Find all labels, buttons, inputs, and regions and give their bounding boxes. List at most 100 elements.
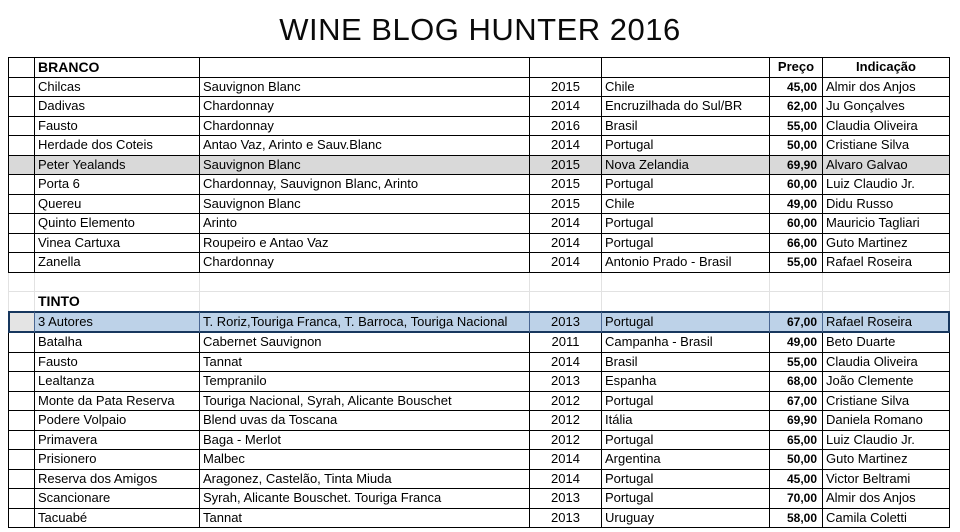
cell-origin[interactable]: Portugal — [602, 391, 770, 411]
cell-origin[interactable]: Brasil — [602, 116, 770, 136]
cell-grapes[interactable]: Cabernet Sauvignon — [200, 333, 530, 353]
cell-price[interactable]: 49,00 — [770, 333, 823, 353]
cell-origin[interactable]: Espanha — [602, 372, 770, 392]
cell-origin[interactable]: Chile — [602, 194, 770, 214]
cell-year[interactable]: 2014 — [530, 450, 602, 470]
cell-year[interactable]: 2012 — [530, 411, 602, 431]
cell-indication[interactable]: Didu Russo — [823, 194, 950, 214]
row-selector[interactable] — [8, 508, 35, 528]
row-selector[interactable] — [8, 155, 35, 175]
cell-origin[interactable]: Brasil — [602, 352, 770, 372]
cell-price[interactable]: 55,00 — [770, 352, 823, 372]
cell-grapes[interactable]: Touriga Nacional, Syrah, Alicante Bousch… — [200, 391, 530, 411]
cell-price[interactable]: 68,00 — [770, 372, 823, 392]
cell-grapes[interactable]: Antao Vaz, Arinto e Sauv.Blanc — [200, 136, 530, 156]
row-selector[interactable] — [8, 57, 35, 78]
cell-indication[interactable]: Victor Beltrami — [823, 469, 950, 489]
cell-indication[interactable]: João Clemente — [823, 372, 950, 392]
cell-indication[interactable]: Cristiane Silva — [823, 136, 950, 156]
cell-wine-name[interactable]: Primavera — [35, 430, 200, 450]
row-selector[interactable] — [8, 333, 35, 353]
row-selector[interactable] — [8, 469, 35, 489]
cell-year[interactable]: 2012 — [530, 391, 602, 411]
cell-year[interactable]: 2014 — [530, 136, 602, 156]
cell-price[interactable]: 70,00 — [770, 489, 823, 509]
cell-grapes[interactable]: T. Roriz,Touriga Franca, T. Barroca, Tou… — [200, 310, 530, 333]
cell-grapes[interactable]: Tempranilo — [200, 372, 530, 392]
cell-grapes[interactable]: Tannat — [200, 508, 530, 528]
cell-price[interactable]: 55,00 — [770, 253, 823, 273]
row-selector[interactable] — [8, 372, 35, 392]
cell-year[interactable]: 2014 — [530, 469, 602, 489]
cell-year[interactable]: 2014 — [530, 253, 602, 273]
empty-cell[interactable] — [602, 272, 770, 292]
cell-indication[interactable]: Daniela Romano — [823, 411, 950, 431]
cell-indication[interactable]: Almir dos Anjos — [823, 77, 950, 97]
cell-year[interactable]: 2016 — [530, 116, 602, 136]
cell-price[interactable]: 67,00 — [770, 391, 823, 411]
cell-grapes[interactable]: Roupeiro e Antao Vaz — [200, 233, 530, 253]
cell-year[interactable]: 2013 — [530, 310, 602, 333]
cell-wine-name[interactable]: Prisionero — [35, 450, 200, 470]
cell-grapes[interactable]: Syrah, Alicante Bouschet. Touriga Franca — [200, 489, 530, 509]
cell-grapes[interactable]: Blend uvas da Toscana — [200, 411, 530, 431]
empty-cell[interactable] — [770, 272, 823, 292]
cell-grapes[interactable]: Sauvignon Blanc — [200, 77, 530, 97]
cell-origin[interactable]: Chile — [602, 77, 770, 97]
cell-wine-name[interactable]: Fausto — [35, 352, 200, 372]
cell-wine-name[interactable]: Reserva dos Amigos — [35, 469, 200, 489]
cell-year[interactable]: 2014 — [530, 214, 602, 234]
cell-grapes[interactable]: Chardonnay, Sauvignon Blanc, Arinto — [200, 175, 530, 195]
cell-grapes[interactable]: Arinto — [200, 214, 530, 234]
cell-origin[interactable]: Encruzilhada do Sul/BR — [602, 97, 770, 117]
cell-origin[interactable]: Portugal — [602, 430, 770, 450]
cell-price[interactable]: 45,00 — [770, 77, 823, 97]
row-selector[interactable] — [8, 430, 35, 450]
cell-origin[interactable]: Uruguay — [602, 508, 770, 528]
row-selector[interactable] — [8, 391, 35, 411]
cell-origin[interactable]: Portugal — [602, 469, 770, 489]
header-grapes-cell[interactable] — [200, 57, 530, 78]
cell-indication[interactable]: Claudia Oliveira — [823, 352, 950, 372]
cell-indication[interactable]: Camila Coletti — [823, 508, 950, 528]
cell-wine-name[interactable]: Vinea Cartuxa — [35, 233, 200, 253]
cell-indication[interactable]: Alvaro Galvao — [823, 155, 950, 175]
row-selector[interactable] — [8, 214, 35, 234]
cell-price[interactable]: 50,00 — [770, 136, 823, 156]
cell-indication[interactable]: Beto Duarte — [823, 333, 950, 353]
cell-price[interactable]: 55,00 — [770, 116, 823, 136]
empty-cell[interactable] — [770, 292, 823, 311]
cell-grapes[interactable]: Chardonnay — [200, 97, 530, 117]
row-selector[interactable] — [8, 253, 35, 273]
cell-price[interactable]: 65,00 — [770, 430, 823, 450]
cell-year[interactable]: 2013 — [530, 372, 602, 392]
empty-cell[interactable] — [602, 292, 770, 311]
cell-wine-name[interactable]: Zanella — [35, 253, 200, 273]
cell-year[interactable]: 2015 — [530, 175, 602, 195]
cell-wine-name[interactable]: Chilcas — [35, 77, 200, 97]
cell-indication[interactable]: Luiz Claudio Jr. — [823, 430, 950, 450]
row-selector[interactable] — [8, 450, 35, 470]
row-selector[interactable] — [8, 233, 35, 253]
row-selector[interactable] — [8, 77, 35, 97]
cell-price[interactable]: 62,00 — [770, 97, 823, 117]
cell-year[interactable]: 2015 — [530, 77, 602, 97]
empty-cell[interactable] — [823, 292, 950, 311]
cell-price[interactable]: 60,00 — [770, 214, 823, 234]
cell-indication[interactable]: Cristiane Silva — [823, 391, 950, 411]
cell-year[interactable]: 2014 — [530, 97, 602, 117]
cell-origin[interactable]: Portugal — [602, 233, 770, 253]
cell-wine-name[interactable]: Batalha — [35, 333, 200, 353]
cell-grapes[interactable]: Malbec — [200, 450, 530, 470]
empty-cell[interactable] — [200, 272, 530, 292]
empty-cell[interactable] — [200, 292, 530, 311]
cell-wine-name[interactable]: Monte da Pata Reserva — [35, 391, 200, 411]
cell-indication[interactable]: Guto Martinez — [823, 233, 950, 253]
cell-origin[interactable]: Itália — [602, 411, 770, 431]
cell-origin[interactable]: Campanha - Brasil — [602, 333, 770, 353]
row-selector[interactable] — [8, 194, 35, 214]
cell-grapes[interactable]: Aragonez, Castelão, Tinta Miuda — [200, 469, 530, 489]
cell-price[interactable]: 69,90 — [770, 411, 823, 431]
cell-year[interactable]: 2014 — [530, 352, 602, 372]
cell-year[interactable]: 2012 — [530, 430, 602, 450]
